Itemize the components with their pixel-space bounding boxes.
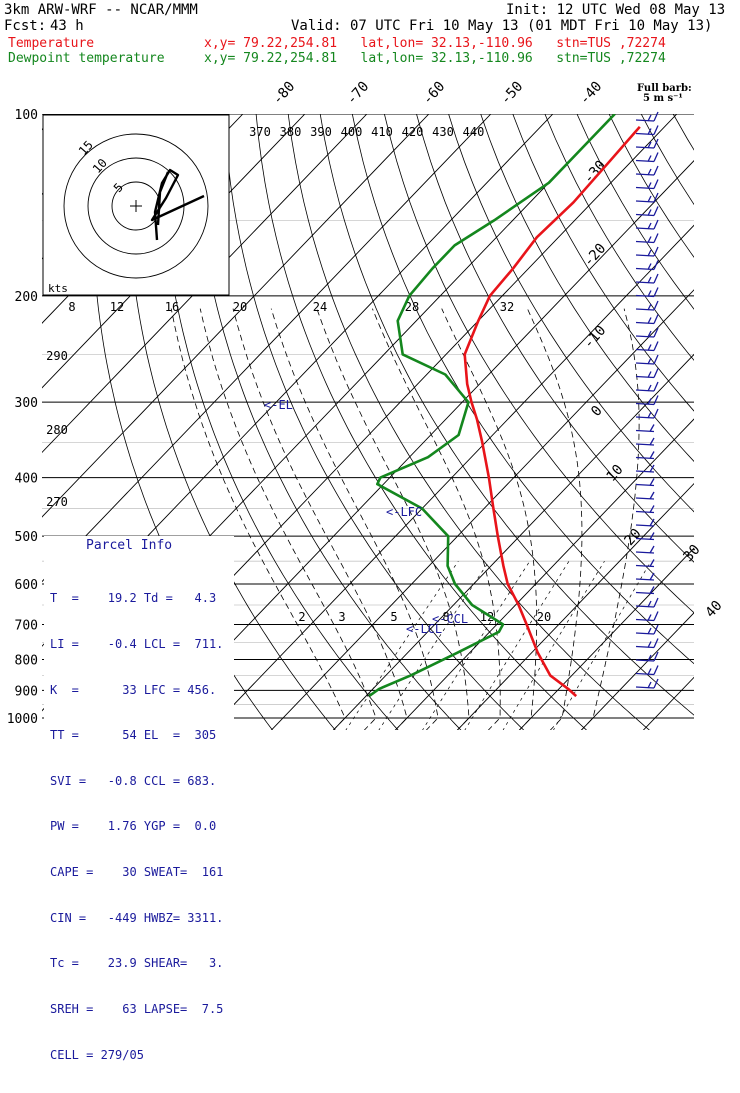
parcel-annotation-lfc: <-LFC (386, 505, 422, 519)
mixing-ratio-lower-label: 5 (390, 610, 397, 624)
pressure-tick-label: 1000 (7, 712, 38, 727)
mixing-ratio-upper-label: 20 (233, 300, 247, 314)
isotherm-top-label: -40 (577, 79, 606, 109)
parcel-row: SREH = 63 LAPSE= 7.5 (50, 1002, 223, 1017)
theta-label: 380 (280, 125, 302, 139)
mixing-ratio-upper-label: 32 (500, 300, 514, 314)
dry-adiabat-line (705, 114, 740, 731)
parcel-row: Tc = 23.9 SHEAR= 3. (50, 956, 223, 971)
pressure-tick-label: 300 (15, 396, 38, 411)
theta-label: 410 (371, 125, 393, 139)
mixing-ratio-lower-label: 20 (537, 610, 551, 624)
pressure-tick-label: 700 (15, 618, 38, 633)
mixing-ratio-lower-label: 2 (298, 610, 305, 624)
barb-key-line2: 5 m s⁻¹ (637, 94, 692, 104)
parcel-row: CAPE = 30 SWEAT= 161 (50, 865, 223, 880)
isotherm-line (705, 114, 740, 731)
isotherm-top-label: -60 (420, 79, 449, 109)
parcel-annotation-lcl: <-LCL (406, 622, 442, 636)
theta-label: 420 (402, 125, 424, 139)
pressure-tick-label: 100 (15, 108, 38, 123)
hodograph-units-label: kts (48, 282, 68, 295)
mixing-ratio-lower-label: 3 (338, 610, 345, 624)
theta-side-label: 290 (46, 349, 68, 363)
theta-label: 400 (341, 125, 363, 139)
mixing-ratio-upper-label: 16 (165, 300, 179, 314)
mixing-ratio-upper-label: 8 (68, 300, 75, 314)
pressure-tick-label: 900 (15, 684, 38, 699)
parcel-info-title: Parcel Info (86, 538, 172, 553)
mixing-ratio-upper-label: 24 (313, 300, 327, 314)
theta-side-label: 270 (46, 495, 68, 509)
parcel-row: SVI = -0.8 CCL = 683. (50, 774, 223, 789)
isotherm-top-label: -80 (270, 79, 299, 109)
parcel-row: CELL = 279/05 (50, 1048, 223, 1063)
isotherm-side-label: 40 (702, 598, 725, 621)
parcel-annotation-el: <-EL (264, 398, 293, 412)
parcel-row: T = 19.2 Td = 4.3 (50, 591, 223, 606)
theta-label: 440 (463, 125, 485, 139)
isotherm-top-label: -50 (498, 79, 527, 109)
theta-label: 390 (310, 125, 332, 139)
pressure-tick-label: 800 (15, 653, 38, 668)
parcel-row: CIN = -449 HWBZ= 3311. (50, 911, 223, 926)
pressure-tick-label: 200 (15, 290, 38, 305)
theta-label: 430 (432, 125, 454, 139)
parcel-row: K = 33 LFC = 456. (50, 683, 223, 698)
parcel-row: PW = 1.76 YGP = 0.0 (50, 819, 223, 834)
barb-key: Full barb: 5 m s⁻¹ (637, 84, 692, 104)
parcel-info-panel: Parcel Info T = 19.2 Td = 4.3 LI = -0.4 … (44, 536, 234, 731)
pressure-tick-label: 400 (15, 472, 38, 487)
isotherm-top-label: -70 (344, 79, 373, 109)
parcel-row: TT = 54 EL = 305 (50, 728, 223, 743)
mixing-ratio-upper-label: 12 (110, 300, 124, 314)
pressure-tick-label: 500 (15, 530, 38, 545)
pressure-tick-label: 600 (15, 578, 38, 593)
theta-side-label: 280 (46, 423, 68, 437)
parcel-row: LI = -0.4 LCL = 711. (50, 637, 223, 652)
theta-label: 370 (249, 125, 271, 139)
